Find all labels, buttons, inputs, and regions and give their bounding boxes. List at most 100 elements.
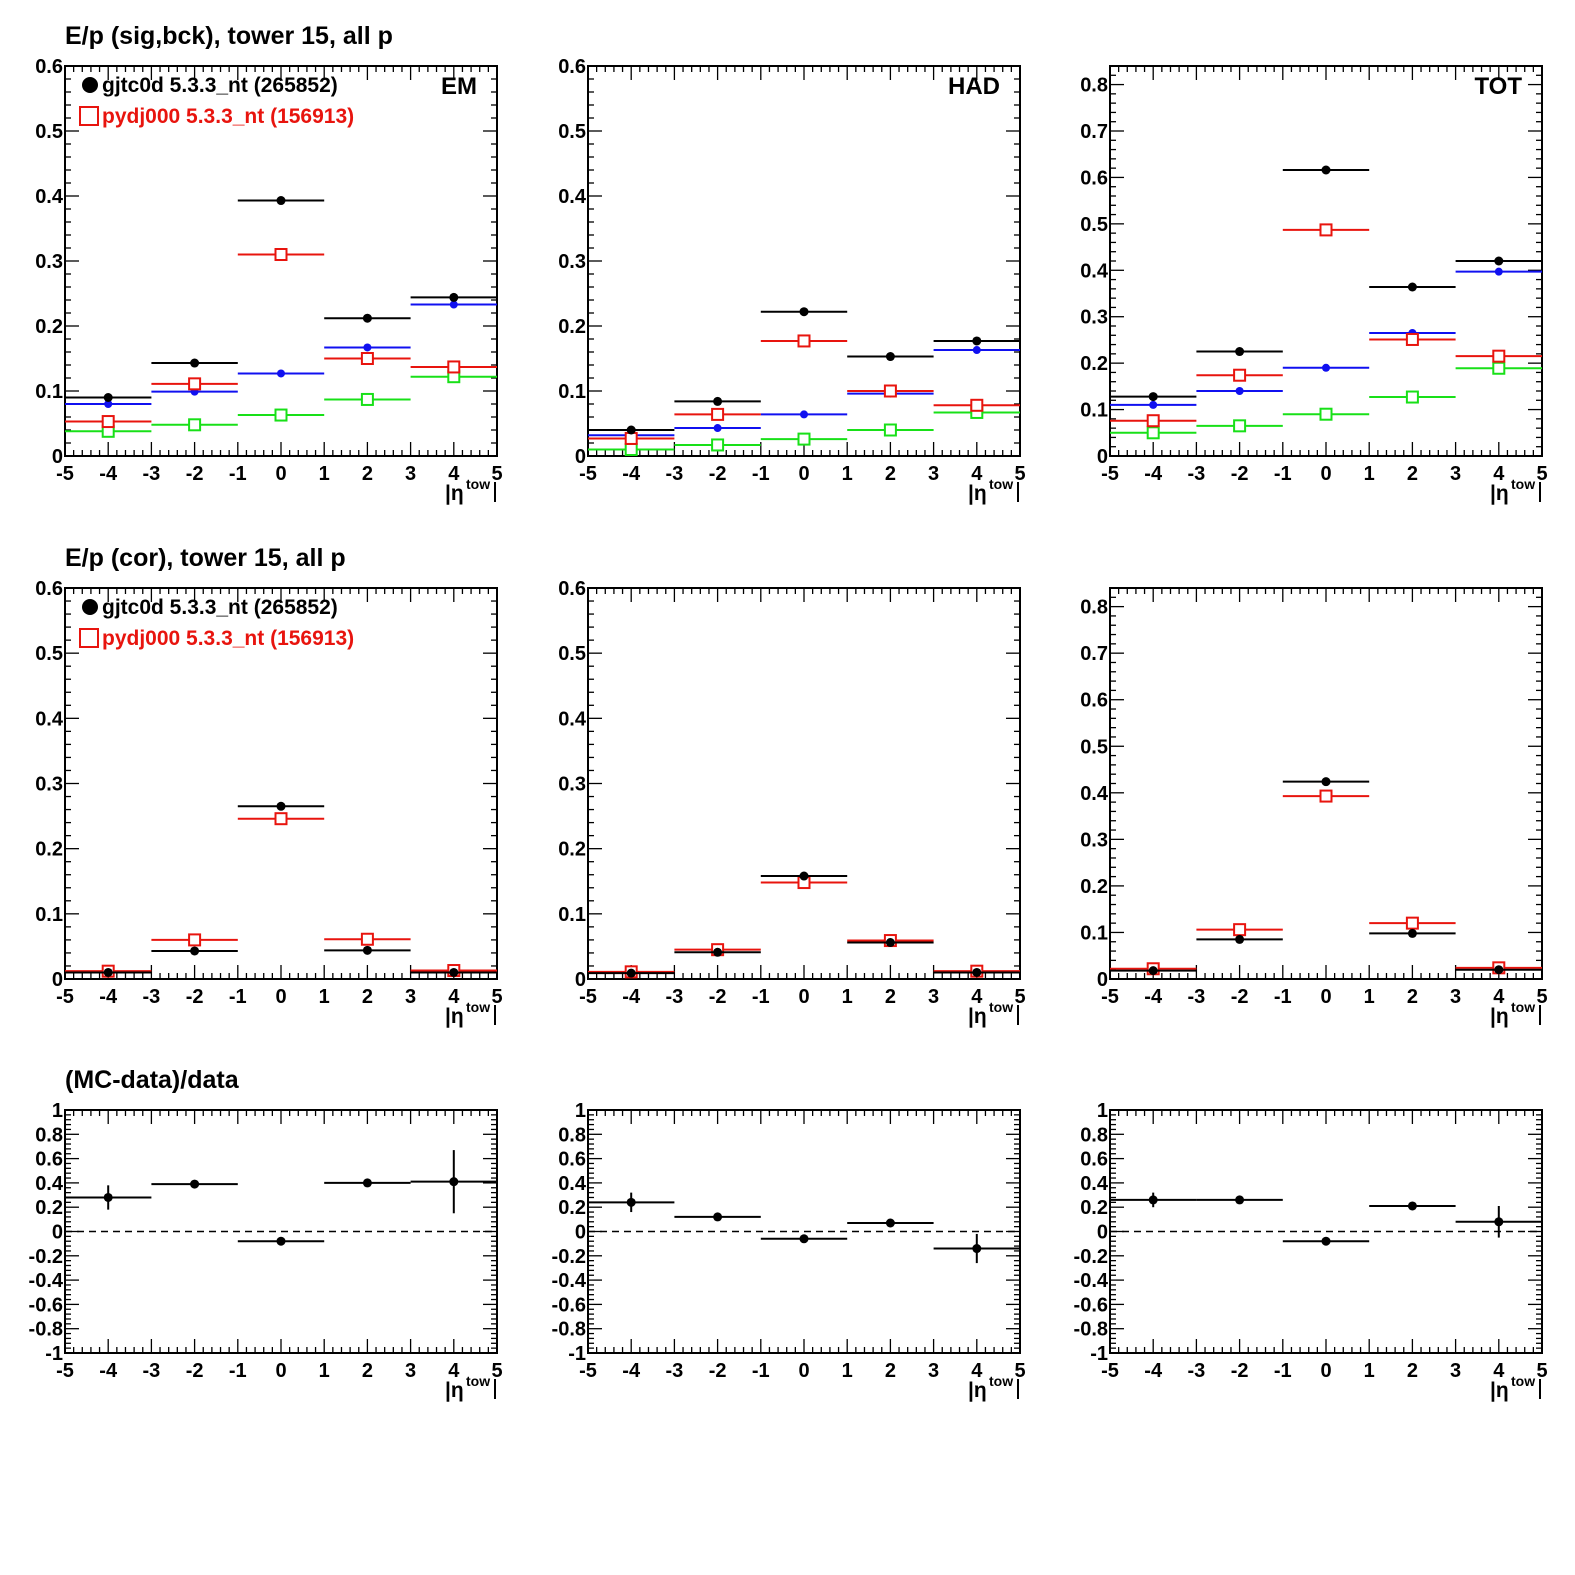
y-tick-label: 0.2 [558,839,586,861]
y-tick-label: 0.8 [558,1124,586,1146]
x-tick-label: -5 [56,986,74,1008]
row-title-middle: E/p (cor), tower 15, all p [65,544,346,572]
panel-0-1: -5 -4 -3 -2 -1 0 1 2 3 4 5 0 0.1 0.2 0.3 0.4 0.5 0.6 |η tow… [558,56,1025,505]
x-tick-label: 5 [1536,463,1547,485]
x-tick-label: -4 [1144,463,1163,485]
panel-1-1: -5 -4 -3 -2 -1 0 1 2 3 4 5 0 0.1 0.2 0.3 0.4 0.5 0.6 |η tow [558,578,1025,1028]
x-tick-label: 1 [842,463,853,485]
x-tick-label: -5 [1101,1360,1119,1382]
x-tick-label: -5 [1101,986,1119,1008]
x-tick-label: -4 [1144,1360,1163,1382]
x-tick-label: -5 [579,1360,597,1382]
x-tick-label: 5 [1014,986,1025,1008]
data-point [103,967,113,977]
data-point [1407,928,1417,938]
plot-frame [587,587,1021,980]
x-tick-label: -2 [186,1360,204,1382]
x-tick-label: 3 [928,1360,939,1382]
data-point [1322,363,1330,372]
data-point [885,938,895,948]
data-point [624,431,638,445]
x-tick-label: 0 [275,1360,286,1382]
data-point [972,1244,982,1254]
x-tick-label: 5 [1014,1360,1025,1382]
x-tick-label: 3 [1450,1360,1461,1382]
data-point [449,1177,459,1187]
x-tick-label: 2 [362,986,373,1008]
x-tick-label: -4 [1144,986,1163,1008]
data-point [1494,965,1504,975]
x-tick-label: 1 [319,463,330,485]
data-point [1146,414,1160,428]
data-point [1233,923,1247,937]
data-point [363,343,372,352]
data-point [1407,282,1417,292]
y-tick-label: -0.4 [552,1270,587,1292]
x-tick-label: -4 [99,463,118,485]
data-point [1233,419,1247,433]
x-tick-label: -4 [99,1360,118,1382]
y-tick-label: 0.8 [35,1124,63,1146]
y-tick-label: 0 [52,446,63,468]
data-point [276,1236,286,1246]
row-title-top: E/p (sig,bck), tower 15, all p [65,22,393,50]
y-tick-label: 0.2 [1080,876,1108,898]
y-tick-label: 0 [52,1222,63,1244]
x-tick-label: -4 [622,1360,641,1382]
x-tick-label: -3 [666,986,684,1008]
y-tick-label: 0.7 [1080,643,1108,665]
x-tick-label: 3 [1450,463,1461,485]
data-point [1148,1195,1158,1205]
x-tick-label: 4 [971,986,983,1008]
panel-0-2: -5 -4 -3 -2 -1 0 1 2 3 4 5 0 0.1 0.2 0.3 0.4 0.5 0.6 0.7 0.… [1080,65,1548,505]
x-axis-label: |η [968,482,987,505]
x-tick-label: 1 [842,1360,853,1382]
x-tick-label: 4 [1493,463,1505,485]
x-tick-label: 3 [928,986,939,1008]
y-tick-label: 0.6 [558,56,586,78]
data-point [1405,390,1419,404]
panel-label: TOT [1474,73,1522,100]
x-tick-label: 4 [971,1360,983,1382]
x-tick-label: -2 [1231,986,1249,1008]
data-point [711,438,725,452]
data-point [276,196,286,206]
y-tick-label: -0.2 [552,1246,586,1268]
y-tick-label: 0.4 [1080,260,1109,282]
y-tick-label: 0.2 [558,1197,586,1219]
x-tick-label: -3 [666,1360,684,1382]
x-tick-label: 0 [1320,1360,1331,1382]
x-tick-label: -5 [579,463,597,485]
x-tick-label: -2 [186,463,204,485]
x-tick-label: -4 [622,986,641,1008]
x-tick-label: 1 [842,986,853,1008]
y-tick-label: -0.8 [1074,1319,1108,1341]
x-tick-label: 2 [362,1360,373,1382]
x-axis-label-superscript: tow [466,476,490,492]
y-tick-label: 0.4 [558,708,587,730]
legend-label-data: gjtc0d 5.3.3_nt (265852) [102,74,338,97]
y-tick-label: -1 [45,1343,63,1365]
y-tick-label: 0.1 [35,381,63,403]
x-tick-label: -5 [56,463,74,485]
x-tick-label: -2 [709,986,727,1008]
data-point [276,801,286,811]
y-tick-label: 0.6 [1080,167,1108,189]
y-tick-label: 0 [1097,446,1108,468]
x-tick-label: -3 [1188,463,1206,485]
y-tick-label: 0.5 [558,643,586,665]
x-tick-label: -3 [143,1360,161,1382]
legend-marker-data [82,599,98,615]
data-point [711,407,725,421]
data-point [1149,400,1158,409]
x-axis-label-superscript: tow [466,999,490,1015]
y-tick-label: -0.8 [552,1319,586,1341]
y-tick-label: 0.5 [1080,736,1108,758]
x-tick-label: -3 [1188,986,1206,1008]
legend-label-data: gjtc0d 5.3.3_nt (265852) [102,596,338,619]
x-tick-label: 2 [885,463,896,485]
data-point [972,336,982,346]
data-point [274,812,288,826]
x-tick-label: 0 [1320,986,1331,1008]
data-point [885,352,895,362]
